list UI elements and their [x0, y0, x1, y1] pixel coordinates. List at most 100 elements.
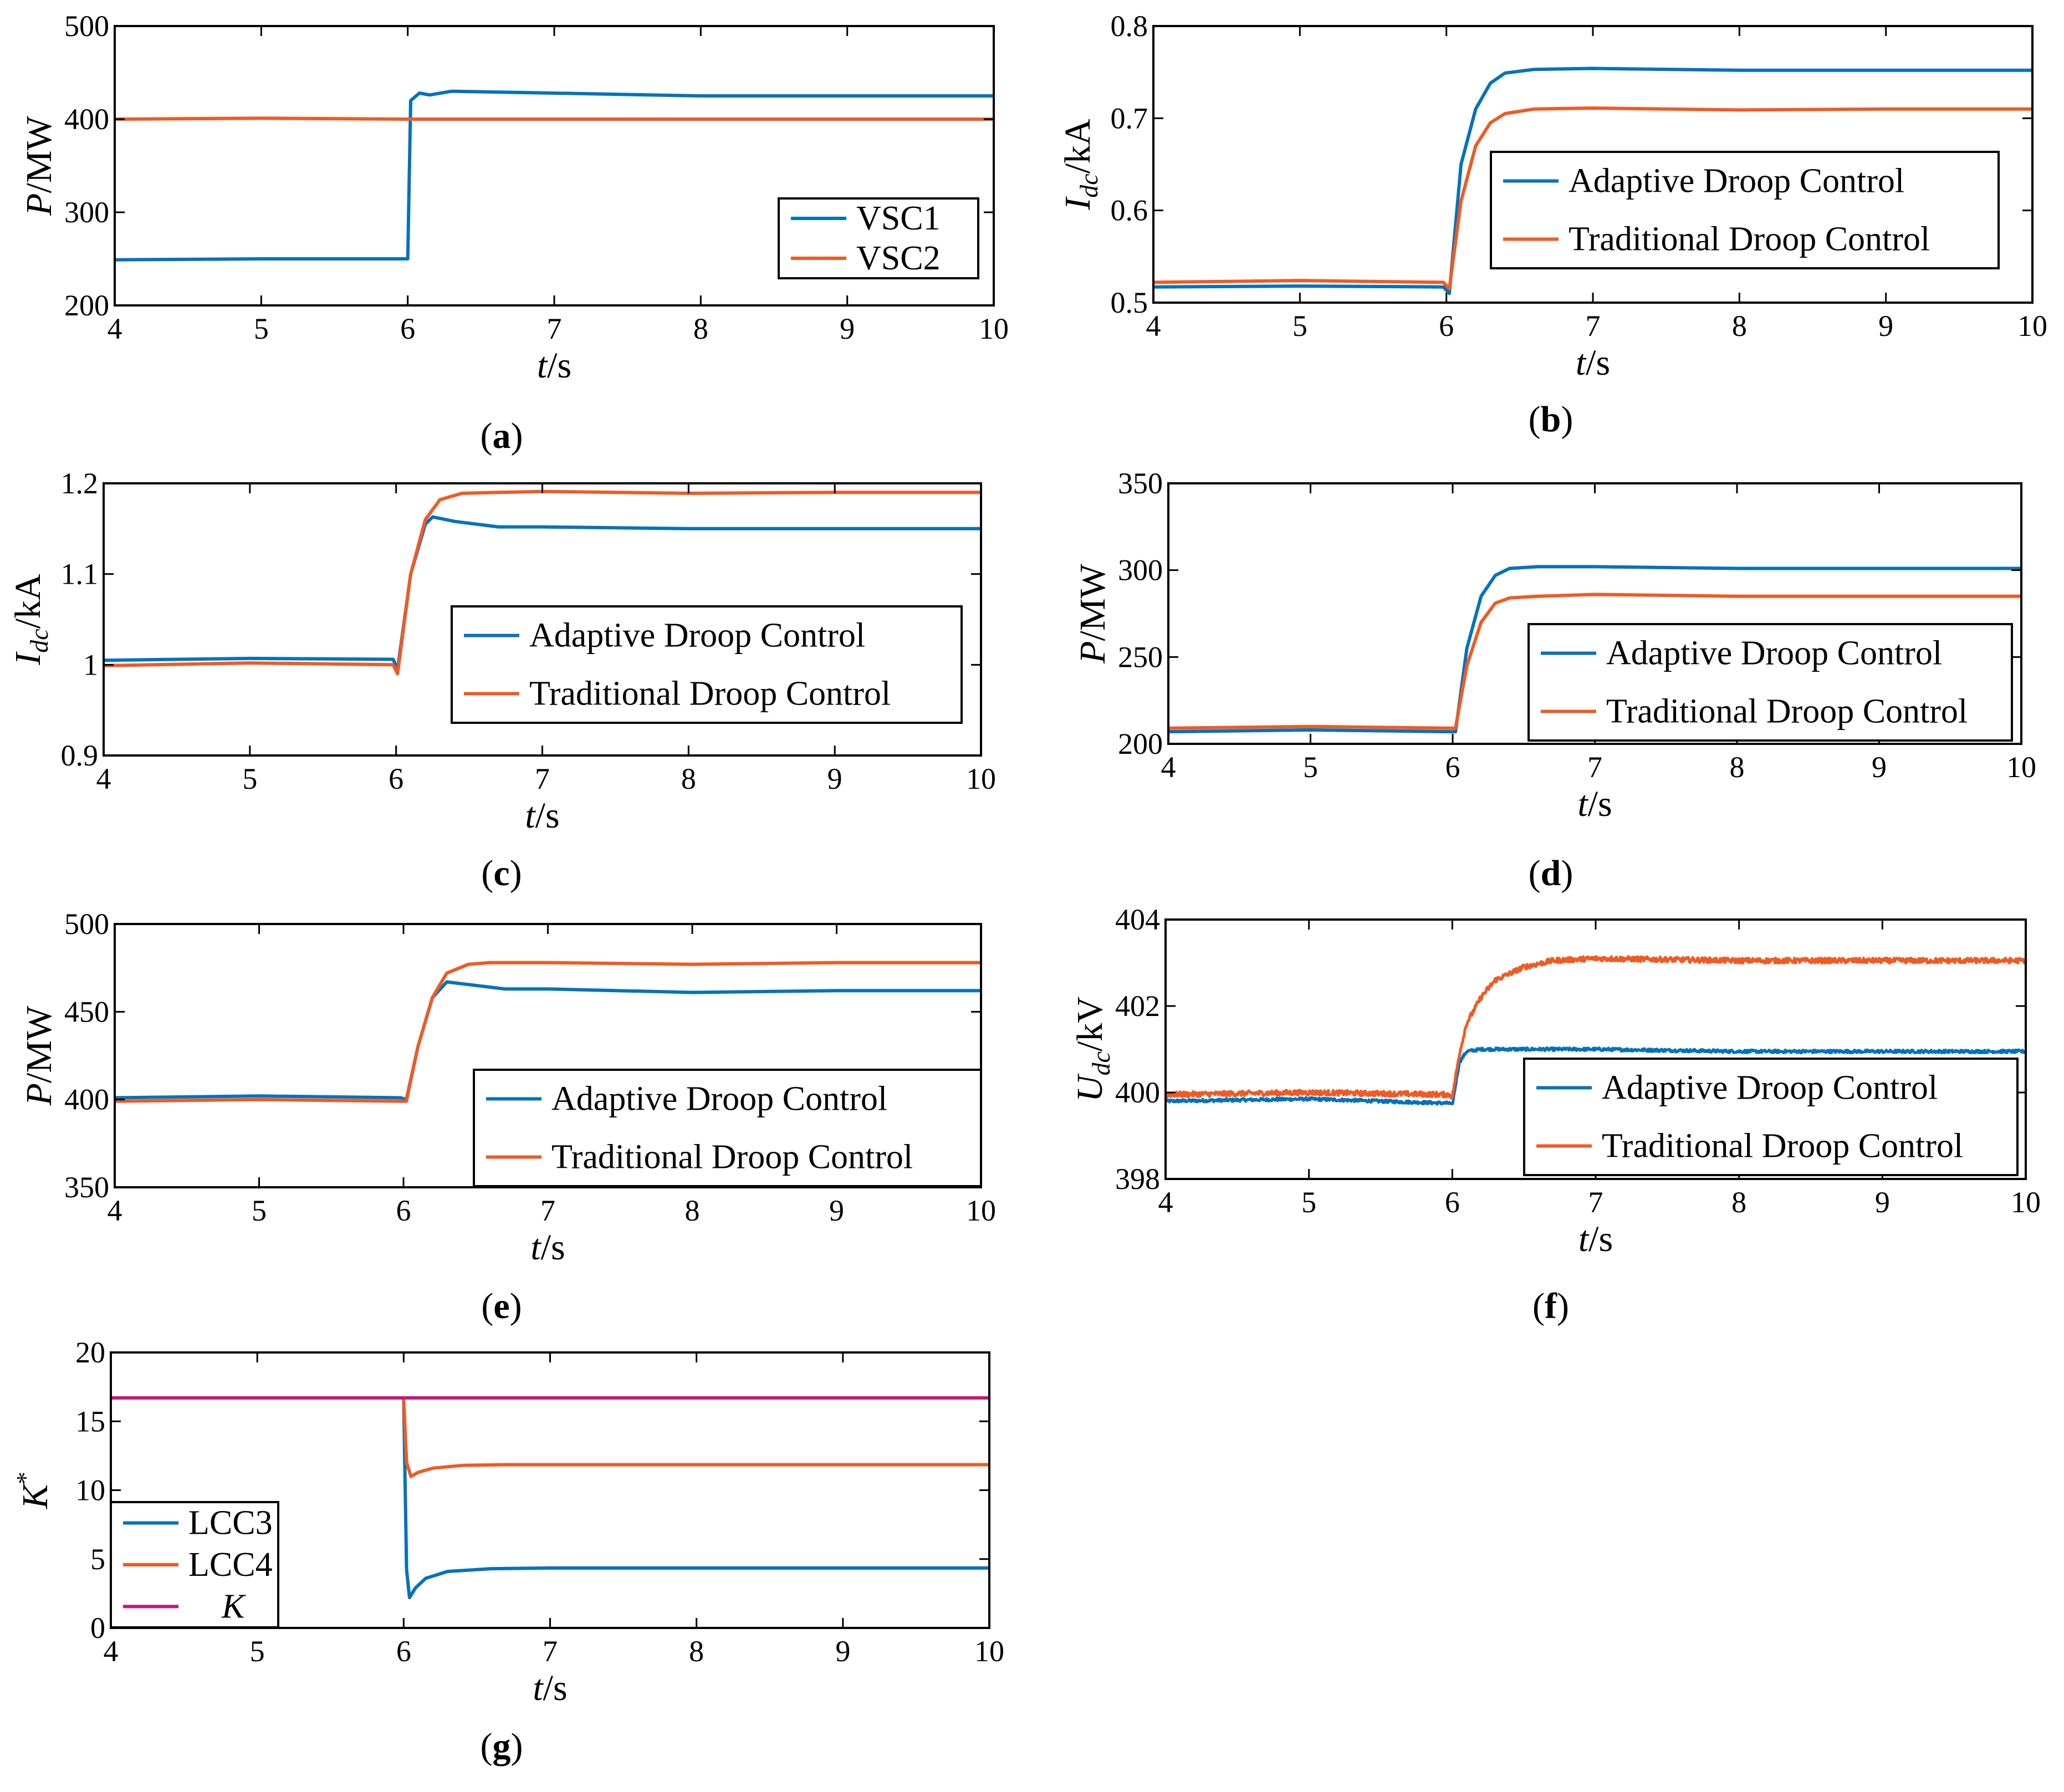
x-tick-label: 6	[1445, 751, 1460, 784]
legend-label: LCC3	[188, 1504, 273, 1542]
legend-label: Adaptive Droop Control	[551, 1080, 887, 1118]
legend-label: Traditional Droop Control	[1606, 693, 1968, 731]
series-line-lcc4	[111, 1396, 989, 1478]
y-tick-label: 400	[64, 1083, 109, 1116]
x-tick-label: 8	[1731, 1186, 1746, 1219]
x-tick-label: 10	[979, 312, 1009, 345]
legend-label: Traditional Droop Control	[1602, 1127, 1963, 1165]
legend-box	[451, 605, 963, 724]
panel-caption: (c)	[481, 853, 522, 894]
x-tick-label: 4	[104, 1635, 119, 1668]
x-tick-label: 10	[966, 1194, 996, 1227]
panel-e: 4 5 6 7 8 9 10 350 400 450 500 t/s P/MW Adaptive Droo…	[19, 907, 996, 1326]
x-tick-label: 7	[1588, 1186, 1603, 1219]
y-tick-label: 10	[75, 1474, 105, 1507]
legend-box	[778, 197, 979, 279]
legend: Adaptive Droop Control Traditional Droop …	[1490, 151, 2000, 269]
x-axis-label: t/s	[533, 1668, 567, 1708]
x-axis-label: t/s	[1577, 784, 1612, 824]
legend-box	[1490, 151, 2000, 269]
x-tick-label: 8	[685, 1194, 700, 1227]
panel-caption: (f)	[1532, 1286, 1569, 1326]
x-tick-label: 5	[252, 1194, 267, 1227]
y-tick-label: 350	[1118, 467, 1163, 500]
legend-box	[1523, 1058, 2019, 1176]
series-line-adaptive-droop-control	[115, 980, 981, 1101]
x-tick-label: 7	[1587, 751, 1602, 784]
legend-label: LCC4	[188, 1546, 273, 1584]
series-line-adaptive-droop-control	[1168, 565, 2021, 734]
x-tick-label: 5	[1292, 309, 1307, 343]
x-tick-label: 4	[108, 312, 122, 345]
y-tick-label: 1.2	[61, 467, 99, 500]
x-tick-label: 7	[547, 312, 562, 345]
x-tick-label: 7	[543, 1635, 558, 1668]
x-tick-label: 6	[389, 762, 403, 795]
x-tick-label: 10	[966, 762, 996, 795]
y-tick-label: 0.7	[1111, 101, 1148, 135]
x-axis-label: t/s	[1576, 343, 1610, 383]
panel-f: 4 5 6 7 8 9 10 398 400 402 404 t/s Udc/kV Adaptive Dr…	[1070, 903, 2041, 1326]
series-line-traditional-droop-control	[115, 961, 981, 1103]
legend-label: K	[221, 1587, 247, 1625]
x-tick-label: 9	[835, 1635, 850, 1668]
x-tick-label: 10	[974, 1635, 1004, 1668]
x-tick-label: 4	[1161, 751, 1176, 784]
legend-label: Traditional Droop Control	[529, 675, 891, 713]
series-line-adaptive-droop-control	[104, 515, 981, 671]
y-tick-label: 0.5	[1111, 286, 1148, 319]
y-tick-label: 5	[90, 1543, 105, 1576]
x-axis-label: t/s	[530, 1227, 565, 1268]
legend-label: Adaptive Droop Control	[529, 617, 865, 655]
legend-label: VSC1	[856, 200, 941, 237]
x-tick-label: 9	[1878, 309, 1893, 343]
y-axis-label: P/MW	[19, 1005, 59, 1106]
series-line-traditional-droop-control	[1153, 106, 2032, 290]
y-axis-label: Idc/kA	[8, 574, 53, 666]
legend-label: Adaptive Droop Control	[1606, 635, 1942, 672]
y-tick-label: 300	[64, 196, 109, 229]
y-axis-label: K*	[11, 1472, 55, 1509]
x-tick-label: 7	[535, 762, 550, 795]
legend-label: Traditional Droop Control	[1569, 221, 1930, 258]
x-tick-label: 6	[1445, 1186, 1460, 1219]
y-tick-label: 200	[1118, 727, 1163, 760]
series-line-adaptive-droop-control	[1153, 67, 2032, 295]
x-tick-label: 4	[1146, 309, 1161, 343]
legend: Adaptive Droop Control Traditional Droop …	[1523, 1058, 2019, 1176]
legend-box	[1527, 623, 2013, 742]
x-tick-label: 9	[1872, 751, 1887, 784]
x-tick-label: 5	[254, 312, 269, 345]
y-tick-label: 250	[1118, 640, 1163, 673]
x-tick-label: 4	[1158, 1186, 1173, 1219]
panel-caption: (e)	[481, 1286, 522, 1326]
y-tick-label: 400	[64, 103, 109, 136]
legend-box	[473, 1069, 982, 1187]
legend-label: Adaptive Droop Control	[1569, 162, 1904, 200]
x-tick-label: 8	[693, 312, 708, 345]
panel-d: 4 5 6 7 8 9 10 200 250 300 350 t/s P/MW Adaptive Droo…	[1072, 467, 2036, 894]
y-axis-label: Udc/kV	[1070, 997, 1115, 1102]
y-tick-label: 450	[64, 995, 109, 1028]
x-tick-label: 6	[1439, 309, 1454, 343]
series-group	[1166, 955, 2026, 1106]
y-tick-label: 400	[1115, 1076, 1160, 1109]
x-axis-label: t/s	[525, 795, 559, 836]
series-line-traditional-droop-control	[1166, 955, 2026, 1100]
panel-caption: (b)	[1529, 399, 1573, 440]
y-tick-label: 0	[90, 1611, 105, 1645]
panel-caption: (g)	[481, 1726, 523, 1767]
x-tick-label: 9	[827, 762, 842, 795]
legend-label: Traditional Droop Control	[551, 1138, 913, 1176]
x-tick-label: 5	[1301, 1186, 1316, 1219]
x-tick-label: 8	[1730, 751, 1745, 784]
legend: Adaptive Droop Control Traditional Droop …	[473, 1069, 982, 1187]
panel-caption: (a)	[481, 416, 523, 456]
y-tick-label: 350	[64, 1171, 109, 1204]
series-line-adaptive-droop-control	[1166, 1046, 2026, 1106]
y-tick-label: 1	[83, 648, 98, 681]
